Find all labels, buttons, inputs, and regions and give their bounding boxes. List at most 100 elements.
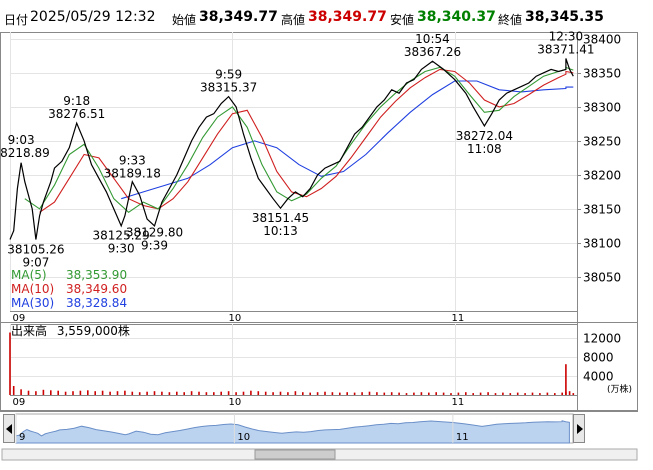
low-value: 38,340.37	[417, 9, 496, 25]
volume-y-tick-label: 4000	[583, 370, 614, 384]
low-label: 安値	[390, 13, 415, 27]
volume-bar	[250, 390, 252, 395]
volume-bar	[554, 393, 556, 395]
price-y-tick-label: 38150	[583, 203, 621, 217]
ma30-line	[121, 80, 574, 200]
high-value: 38,349.77	[308, 9, 387, 25]
volume-bar	[568, 391, 571, 395]
navigator-x-tick-label: 11	[456, 432, 469, 443]
volume-bar	[213, 392, 215, 395]
ma10-line	[39, 68, 574, 213]
volume-bar	[457, 392, 460, 395]
volume-bar	[50, 390, 52, 395]
annotation-time-label: 9:33	[119, 153, 146, 167]
volume-bar	[146, 391, 148, 395]
volume-bar	[109, 391, 111, 395]
annotation-value-label: 38315.37	[200, 80, 257, 94]
volume-bar	[494, 393, 497, 395]
volume-bar	[87, 390, 89, 395]
volume-bar	[479, 392, 482, 395]
price-y-tick-label: 38350	[583, 67, 621, 81]
navigator-x-tick-label: 10	[237, 432, 250, 443]
ma5-legend: MA(5) 38,353.90	[11, 268, 127, 282]
ma30-legend-value: 38,328.84	[66, 296, 128, 310]
volume-bar	[27, 390, 30, 395]
volume-total: 3,559,000株	[56, 324, 130, 338]
volume-bar	[376, 392, 378, 395]
volume-bar	[413, 392, 415, 395]
volume-bar	[472, 393, 474, 395]
volume-bar	[405, 393, 408, 395]
volume-bar	[502, 392, 504, 395]
volume-bar	[242, 391, 245, 395]
volume-bar	[42, 389, 45, 395]
volume-bar	[257, 391, 260, 395]
volume-y-tick-label: 8000	[583, 351, 614, 365]
volume-bar	[101, 390, 104, 395]
arrow-left-icon	[6, 424, 12, 434]
volume-bar	[235, 392, 237, 395]
volume-y-tick-label: 12000	[583, 332, 621, 346]
annotation-time-label: 9:03	[8, 133, 35, 147]
price-y-tick-label: 38100	[583, 237, 621, 251]
scrollbar-thumb[interactable]	[254, 449, 336, 460]
volume-bar	[94, 391, 96, 395]
scroll-right-button[interactable]	[573, 414, 585, 443]
volume-bar	[572, 393, 575, 395]
volume-bar	[383, 392, 386, 395]
annotation-time-label: 10:54	[415, 32, 450, 46]
volume-bar	[531, 392, 534, 395]
volume-bar	[287, 392, 289, 395]
volume-bar	[79, 390, 82, 395]
ma5-line	[24, 66, 574, 214]
arrow-right-icon	[577, 424, 583, 434]
price-y-tick-label: 38300	[583, 101, 621, 115]
volume-bar	[190, 391, 193, 395]
volume-bar	[435, 392, 437, 395]
ma5-legend-label: MA(5)	[11, 268, 47, 282]
close-label: 終値	[498, 13, 523, 27]
ma30-legend: MA(30) 38,328.84	[11, 296, 127, 310]
volume-bar	[346, 392, 348, 395]
volume-bar	[361, 392, 363, 395]
high-label: 高値	[281, 13, 306, 27]
volume-bar	[309, 392, 311, 395]
navigator-x-tick-label: 9	[19, 432, 25, 443]
volume-bar	[316, 392, 319, 395]
volume-label: 出来高	[11, 324, 48, 338]
volume-bar	[368, 391, 371, 395]
ma10-legend: MA(10) 38,349.60	[11, 282, 127, 296]
volume-bar	[161, 391, 163, 395]
volume-x-tick-label: 10	[229, 397, 242, 408]
price-y-tick-label: 38050	[583, 271, 621, 285]
volume-bar	[227, 391, 230, 395]
volume-bar	[205, 392, 208, 395]
price-y-tick-label: 38250	[583, 135, 621, 149]
volume-bar	[264, 391, 267, 395]
volume-bar	[353, 392, 356, 395]
volume-bar	[220, 391, 222, 395]
annotation-value-label: 38367.26	[404, 45, 461, 59]
volume-bar	[331, 392, 334, 395]
price-x-tick-label: 10	[229, 313, 242, 324]
volume-bar	[64, 391, 67, 395]
annotation-value-label: 38105.26	[7, 242, 64, 256]
volume-bar	[168, 392, 171, 395]
volume-bar	[12, 386, 15, 395]
volume-bar	[57, 390, 59, 395]
scroll-left-button[interactable]	[3, 414, 15, 443]
volume-bar	[450, 393, 452, 395]
price-y-tick-label: 38400	[583, 33, 621, 47]
price-x-tick-label: 11	[452, 313, 465, 324]
datetime-value: 2025/05/29 12:32	[30, 9, 156, 25]
volume-bar	[138, 392, 141, 395]
price-y-tick-label: 38200	[583, 169, 621, 183]
annotation-value-label: 38272.04	[456, 129, 513, 143]
volume-bar	[487, 392, 489, 395]
navigator-series-area	[15, 420, 570, 444]
volume-bar	[279, 391, 282, 395]
ma10-legend-value: 38,349.60	[66, 282, 128, 296]
volume-plot-area	[10, 324, 578, 396]
